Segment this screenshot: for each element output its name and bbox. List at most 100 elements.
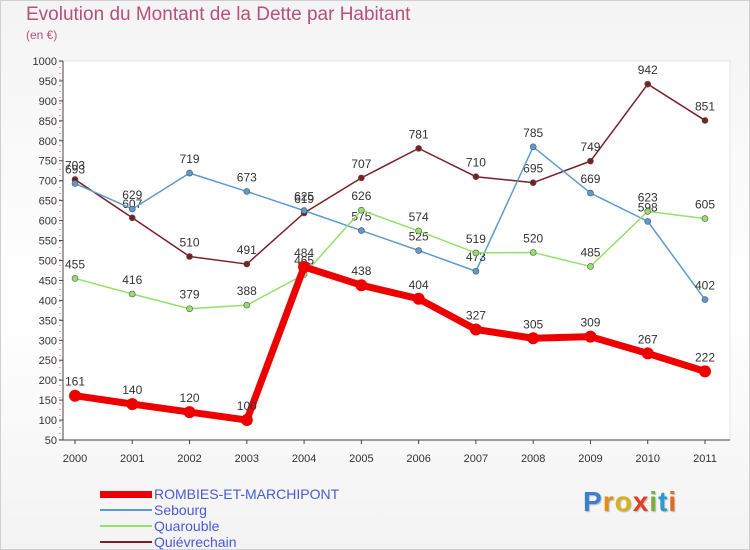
data-point: [186, 169, 193, 177]
data-label: 605: [695, 198, 715, 212]
legend-item-quarouble: Quarouble: [100, 518, 339, 534]
data-point: [699, 365, 711, 378]
x-tick-label: 2005: [349, 453, 373, 465]
y-tick-label: 150: [39, 395, 57, 407]
data-label: 626: [351, 189, 371, 203]
y-tick-label: 350: [39, 315, 57, 327]
data-label: 710: [466, 156, 486, 170]
data-label: 473: [466, 250, 486, 264]
y-tick-label: 600: [39, 216, 57, 228]
data-point: [243, 260, 251, 268]
logo-letter: o: [614, 486, 633, 517]
legend-label: Quiévrechain: [154, 534, 237, 550]
data-point: [587, 263, 594, 270]
data-label: 222: [695, 350, 715, 364]
data-label: 598: [638, 200, 658, 214]
y-tick-label: 700: [39, 176, 57, 188]
series-line: [74, 146, 706, 301]
legend-swatch: [100, 490, 152, 498]
data-point: [128, 290, 136, 298]
data-point: [243, 188, 251, 195]
data-point: [186, 305, 193, 313]
plot-area: [62, 60, 731, 441]
data-point: [415, 145, 422, 152]
data-point: [584, 330, 597, 343]
data-label: 669: [580, 172, 600, 186]
data-point: [529, 143, 537, 151]
data-point: [701, 117, 709, 124]
data-label: 100: [237, 399, 257, 413]
data-point: [128, 205, 136, 213]
data-label: 673: [237, 170, 257, 184]
data-label: 309: [580, 316, 600, 330]
x-tick-label: 2009: [578, 453, 602, 465]
data-label: 707: [351, 157, 371, 171]
data-label: 693: [65, 162, 85, 176]
data-point: [240, 414, 253, 427]
data-point: [644, 218, 652, 225]
data-label: 629: [122, 188, 142, 202]
y-tick-label: 400: [39, 295, 57, 307]
data-label: 619: [294, 192, 314, 206]
data-point: [472, 267, 480, 275]
data-point: [358, 174, 365, 182]
logo-letter: P: [583, 486, 603, 517]
chart-title: Evolution du Montant de la Dette par Hab…: [26, 4, 411, 25]
data-point: [358, 206, 365, 214]
y-tick-label: 950: [39, 76, 57, 88]
data-point: [412, 292, 425, 305]
data-point: [529, 249, 537, 256]
logo-letter: r: [602, 486, 615, 517]
data-label: 438: [351, 264, 371, 278]
x-tick-label: 2004: [292, 453, 316, 465]
data-label: 785: [523, 126, 543, 140]
data-point: [644, 208, 652, 215]
data-point: [126, 398, 139, 411]
data-label: 519: [466, 232, 486, 246]
data-label: 510: [180, 235, 200, 249]
data-label: 520: [523, 231, 543, 245]
series-line: [74, 263, 707, 424]
data-point: [355, 279, 368, 292]
data-point: [587, 189, 594, 197]
data-label: 695: [523, 162, 543, 176]
data-label: 625: [294, 190, 314, 204]
legend-label: ROMBIES-ET-MARCHIPONT: [154, 486, 340, 502]
data-label: 575: [351, 210, 371, 224]
data-label: 942: [638, 63, 658, 77]
x-tick-label: 2006: [406, 453, 430, 465]
data-label: 719: [180, 152, 200, 166]
y-tick-label: 250: [39, 355, 57, 367]
legend-swatch: [100, 509, 152, 511]
data-label: 749: [580, 140, 600, 154]
data-label: 851: [695, 99, 715, 113]
data-point: [415, 247, 422, 254]
data-point: [358, 227, 365, 234]
data-point: [641, 347, 654, 360]
data-label: 402: [695, 279, 715, 293]
data-point: [701, 215, 709, 222]
data-point: [469, 323, 482, 336]
legend-item-rombies: ROMBIES-ET-MARCHIPONT: [100, 486, 339, 502]
data-label: 455: [65, 257, 85, 271]
y-tick-label: 500: [39, 255, 57, 267]
legend: ROMBIES-ET-MARCHIPONT Sebourg Quarouble …: [100, 486, 339, 550]
legend-item-sebourg: Sebourg: [100, 502, 339, 518]
legend-label: Quarouble: [154, 518, 220, 534]
proxiti-logo: Proxiti: [583, 486, 677, 518]
data-point: [71, 180, 79, 187]
logo-letter: i: [668, 486, 678, 517]
y-tick-label: 850: [39, 116, 57, 128]
data-point: [472, 173, 480, 180]
x-tick-label: 2000: [63, 453, 87, 465]
data-point: [71, 275, 79, 282]
x-tick-label: 2007: [464, 453, 488, 465]
data-label: 781: [409, 127, 429, 141]
data-label: 491: [237, 243, 257, 257]
data-point: [527, 332, 540, 345]
y-tick-label: 50: [45, 435, 57, 447]
data-point: [587, 157, 594, 165]
legend-swatch: [100, 541, 152, 543]
legend-item-quievrechain: Quiévrechain: [100, 534, 339, 550]
data-label: 485: [580, 245, 600, 259]
